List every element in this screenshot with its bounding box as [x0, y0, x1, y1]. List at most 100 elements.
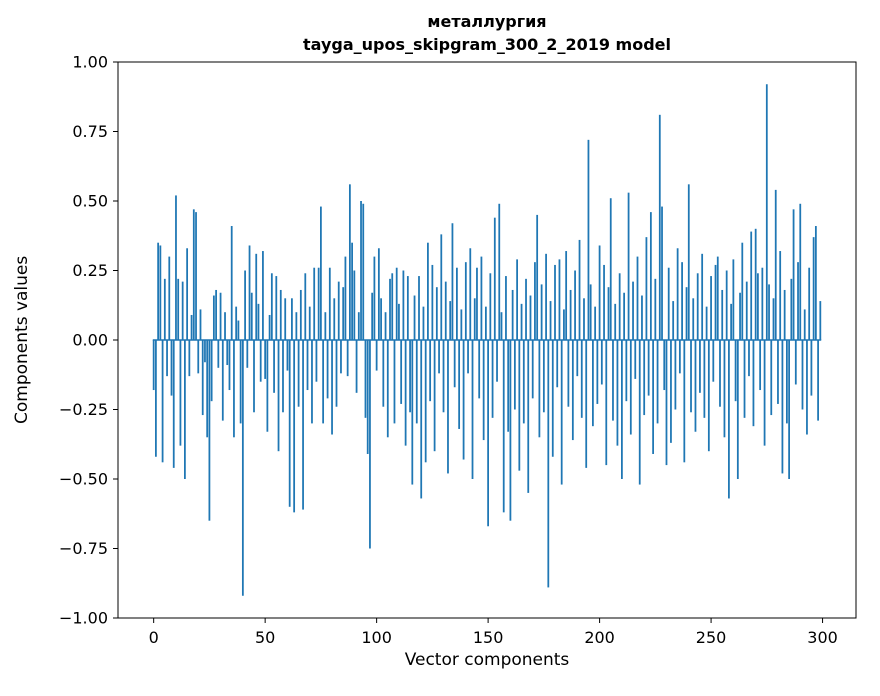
bar [369, 340, 371, 549]
bar [578, 239, 581, 340]
bar [152, 340, 155, 391]
bar [563, 309, 565, 340]
bar [241, 340, 244, 596]
bar [667, 267, 670, 340]
bar [444, 281, 447, 340]
bar [770, 340, 773, 416]
bar [427, 242, 429, 340]
bar [754, 228, 757, 340]
chart-subtitle: tayga_upos_skipgram_300_2_2019 model [303, 35, 671, 55]
bar [235, 306, 238, 340]
bar [467, 340, 469, 374]
y-tick-label: −0.50 [59, 470, 108, 489]
bar [246, 340, 249, 368]
bar [565, 251, 568, 340]
bar [208, 340, 211, 521]
bar [507, 340, 510, 432]
bar [819, 301, 822, 340]
bar [230, 226, 233, 340]
bar [542, 340, 545, 413]
bar [797, 262, 799, 340]
bar [395, 267, 398, 340]
bar [335, 340, 338, 407]
bar [458, 340, 461, 429]
bar [728, 340, 730, 499]
bar [763, 340, 766, 446]
bar [545, 253, 547, 340]
y-tick-label: −0.25 [59, 400, 108, 419]
bar [765, 84, 768, 341]
bar [288, 340, 291, 507]
bar [248, 245, 251, 340]
bar [398, 303, 400, 340]
bar [707, 340, 710, 452]
x-axis-label: Vector components [404, 650, 570, 670]
bar [346, 340, 349, 377]
bar [166, 340, 168, 377]
bar [201, 340, 204, 416]
bar [725, 270, 728, 340]
bar [482, 340, 485, 441]
bar [603, 264, 605, 340]
bar [583, 298, 585, 340]
bar [794, 340, 797, 385]
bar [326, 340, 329, 399]
bar [716, 256, 719, 340]
bar [632, 281, 634, 340]
bar [429, 340, 432, 402]
bar [774, 189, 777, 340]
bar [730, 303, 733, 340]
bar [661, 206, 663, 340]
bar [188, 340, 191, 377]
bar [393, 340, 396, 424]
bar [224, 312, 226, 340]
bar [440, 234, 443, 340]
bar [814, 226, 817, 340]
bar [422, 306, 425, 340]
bar [266, 340, 269, 432]
bar [170, 340, 173, 396]
y-tick-label: 1.00 [72, 53, 108, 72]
bar [690, 340, 692, 413]
bar [299, 289, 302, 340]
bar [375, 340, 378, 371]
bar [313, 267, 316, 340]
x-tick-label: 150 [473, 628, 504, 647]
bar [442, 340, 445, 413]
bar [384, 312, 387, 340]
bar [817, 340, 819, 421]
bar [389, 278, 391, 340]
bar [331, 340, 333, 435]
bar [184, 340, 186, 479]
bar [433, 340, 436, 452]
bar [518, 340, 521, 471]
bar [569, 289, 572, 340]
bar [192, 209, 195, 340]
bar [772, 298, 775, 340]
bar [678, 340, 681, 374]
bar [560, 340, 563, 485]
bar [391, 273, 394, 340]
bar [531, 340, 534, 399]
bar [592, 340, 594, 427]
bar [348, 184, 351, 340]
bar [598, 245, 601, 340]
bar [616, 340, 619, 446]
bar [743, 340, 746, 418]
bar [364, 340, 367, 418]
y-tick-label: 0.00 [72, 331, 108, 350]
bar [710, 276, 712, 340]
bar [594, 306, 597, 340]
bar [340, 340, 342, 374]
bar [605, 340, 608, 466]
bar [244, 270, 246, 340]
bar [516, 259, 518, 340]
bar [699, 340, 701, 393]
bar [600, 340, 603, 385]
bar [489, 273, 492, 340]
bar [181, 281, 184, 340]
bar [705, 306, 708, 340]
bar [360, 201, 362, 340]
